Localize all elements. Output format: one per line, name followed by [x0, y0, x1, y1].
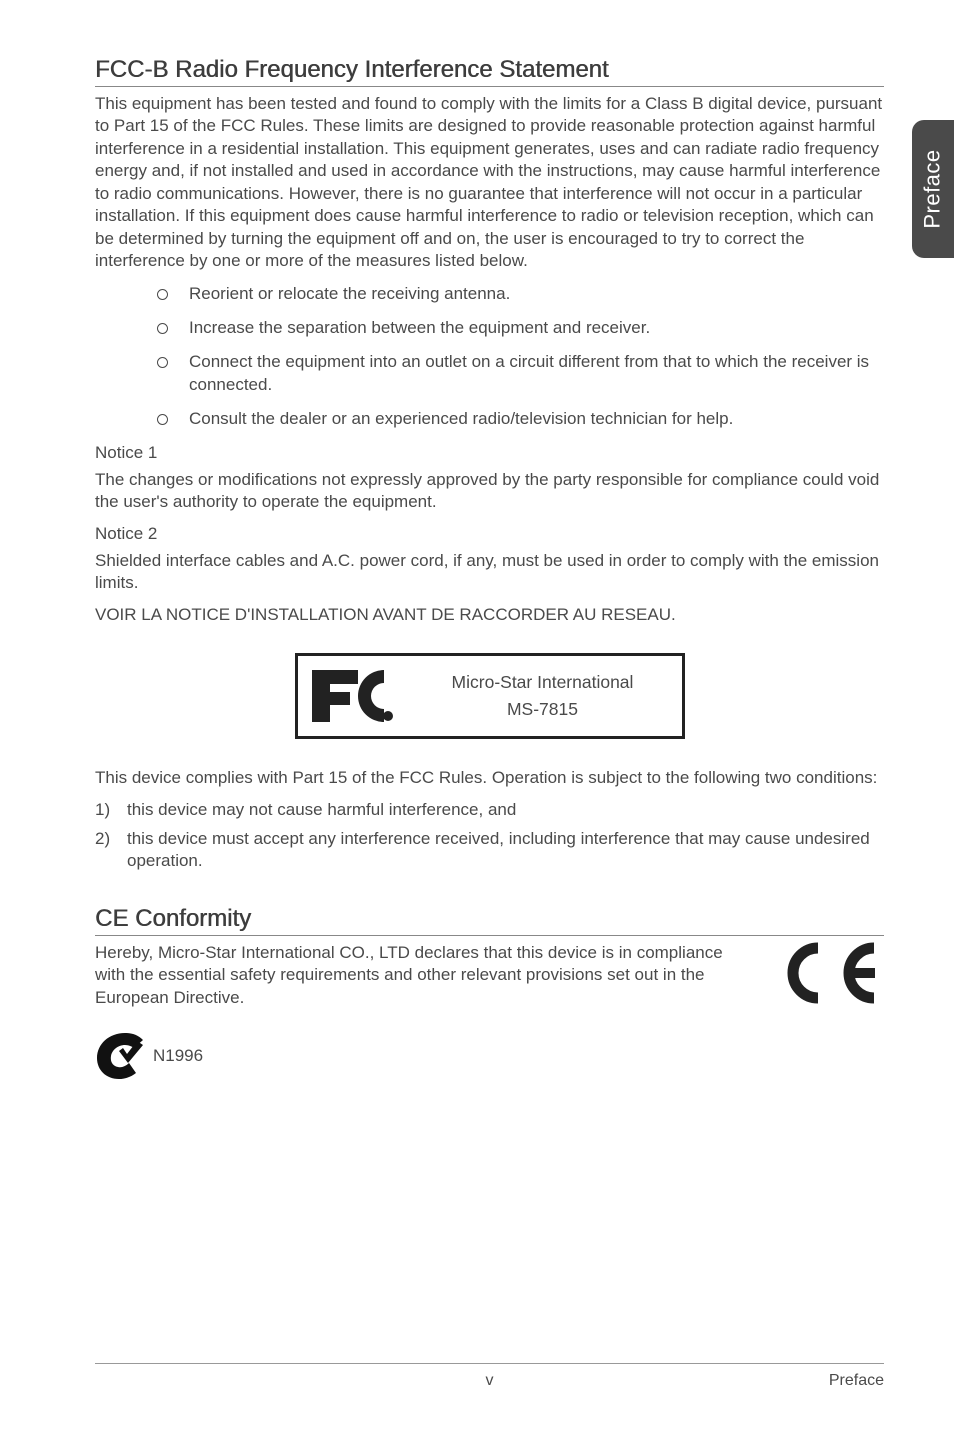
n1996-label: N1996	[153, 1046, 203, 1066]
list-item: Consult the dealer or an experienced rad…	[157, 408, 884, 430]
fcc-bullet-list: Reorient or relocate the receiving anten…	[157, 283, 884, 431]
section-title-fcc: FCC-B Radio Frequency Interference State…	[95, 56, 884, 87]
notice2-label: Notice 2	[95, 524, 884, 544]
c-tick-block: N1996	[95, 1031, 884, 1081]
voir-text: VOIR LA NOTICE D'INSTALLATION AVANT DE R…	[95, 604, 884, 626]
side-tab: Preface	[912, 120, 954, 258]
footer-page-num: v	[486, 1372, 494, 1390]
side-tab-label: Preface	[920, 149, 946, 228]
notice1-label: Notice 1	[95, 443, 884, 463]
section-title-ce: CE Conformity	[95, 905, 884, 936]
compliance-intro: This device complies with Part 15 of the…	[95, 767, 884, 789]
fcc-logo-icon	[312, 666, 400, 726]
notice1-body: The changes or modifications not express…	[95, 469, 884, 514]
ce-body: Hereby, Micro-Star International CO., LT…	[95, 942, 746, 1009]
list-item: 1)this device may not cause harmful inte…	[95, 799, 884, 821]
c-tick-icon	[95, 1031, 147, 1081]
footer-right: Preface	[829, 1372, 884, 1390]
page-footer: v Preface	[95, 1363, 884, 1390]
fcc-box-line2: MS-7815	[418, 696, 668, 723]
notice2-body: Shielded interface cables and A.C. power…	[95, 550, 884, 595]
fcc-intro: This equipment has been tested and found…	[95, 93, 884, 273]
list-item: 2)this device must accept any interferen…	[95, 828, 884, 873]
list-item-text: this device must accept any interference…	[127, 829, 870, 870]
list-item-text: this device may not cause harmful interf…	[127, 800, 516, 819]
list-item: Increase the separation between the equi…	[157, 317, 884, 339]
compliance-list: 1)this device may not cause harmful inte…	[95, 799, 884, 872]
fcc-box-line1: Micro-Star International	[418, 669, 668, 696]
ce-mark-icon	[774, 942, 884, 1004]
list-item: Reorient or relocate the receiving anten…	[157, 283, 884, 305]
fcc-label-box: Micro-Star International MS-7815	[295, 653, 685, 739]
list-item: Connect the equipment into an outlet on …	[157, 351, 884, 396]
